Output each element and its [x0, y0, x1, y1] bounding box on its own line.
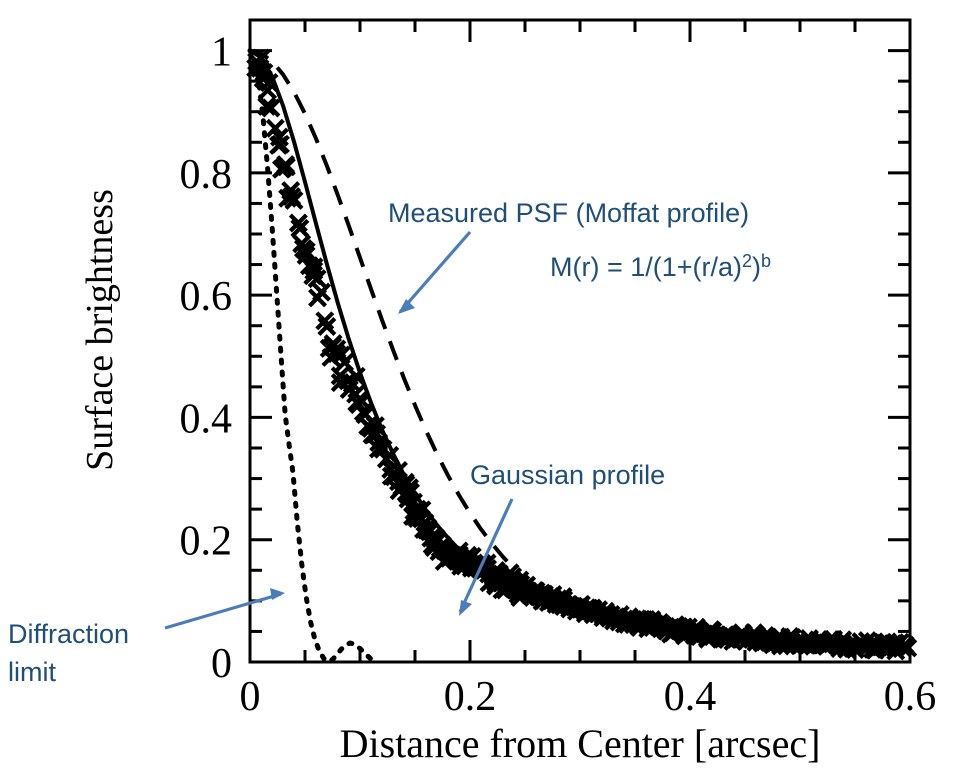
data-point [380, 445, 400, 465]
curve-dashed [249, 48, 538, 591]
x-tick-label: 0.6 [884, 674, 937, 720]
data-point [290, 218, 310, 238]
x-axis-label: Distance from Center [arcsec] [340, 721, 821, 766]
data-point [303, 266, 323, 286]
y-tick-label: 0.6 [180, 274, 233, 320]
data-point [254, 63, 274, 83]
y-tick-label: 0.4 [180, 396, 233, 442]
formula-base: M(r) = 1/(1+(r/a) [550, 252, 742, 282]
data-point [782, 628, 802, 647]
data-point [323, 334, 343, 354]
data-point [257, 96, 277, 116]
data-point [308, 288, 328, 308]
annotation-diffraction-arrow [164, 588, 285, 630]
formula-superscript-b: b [761, 251, 771, 271]
data-point [349, 395, 369, 415]
y-axis-label: Surface brightness [79, 189, 121, 471]
data-point [282, 187, 302, 207]
x-tick-label: 0 [240, 674, 261, 720]
annotation-diffraction-line1: Diffraction [8, 619, 129, 649]
data-point [288, 213, 308, 233]
data-point [317, 317, 337, 336]
data-point [716, 628, 736, 648]
data-point [367, 424, 387, 444]
scatter-points [246, 48, 918, 661]
annotation-moffat-formula: M(r) = 1/(1+(r/a)2)b [550, 251, 771, 282]
x-tick-labels: 0 0.2 0.4 0.6 [240, 674, 937, 720]
y-tick-label: 0.2 [180, 519, 233, 565]
y-tick-label: 0 [211, 641, 232, 687]
data-point [339, 379, 359, 399]
data-point [259, 73, 279, 93]
y-tick-label: 0.8 [180, 152, 233, 198]
x-tick-label: 0.4 [664, 674, 717, 720]
data-point [890, 632, 910, 652]
annotation-moffat-arrow [398, 230, 472, 314]
y-tick-labels: 0 0.2 0.4 0.6 0.8 1 [180, 30, 233, 687]
data-point [276, 155, 296, 175]
y-tick-label: 1 [211, 30, 232, 76]
data-point [369, 439, 388, 459]
data-point [412, 500, 432, 520]
data-point [388, 460, 408, 480]
annotation-moffat-label: Measured PSF (Moffat profile) [388, 198, 749, 228]
x-tick-label: 0.2 [444, 674, 497, 720]
data-point [270, 134, 290, 154]
data-point [251, 48, 271, 68]
formula-mid-paren: ) [752, 252, 761, 282]
annotation-gaussian-arrow [458, 498, 514, 616]
annotation-gaussian-label: Gaussian profile [470, 460, 665, 490]
curve-dotted [247, 48, 374, 664]
formula-superscript-2: 2 [742, 251, 752, 271]
data-point [346, 366, 366, 386]
data-point [293, 239, 313, 259]
annotation-diffraction-line2: limit [8, 657, 56, 687]
data-point [331, 345, 351, 365]
